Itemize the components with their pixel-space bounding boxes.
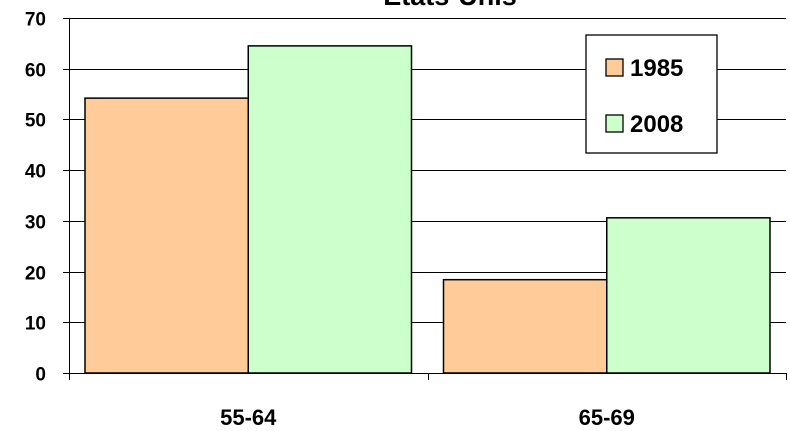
y-tick-label: 60 [25,61,46,82]
legend-label-2008: 2008 [630,111,683,138]
tick-labels: 0 10 20 30 40 50 60 70 55-64 65-69 [25,10,635,431]
legend-label-1985: 1985 [630,55,683,82]
bar-1985-55-64 [84,97,249,374]
legend: 1985 2008 [585,34,718,154]
bars [84,45,771,374]
y-tick-label: 40 [25,162,46,183]
y-tick-label: 20 [25,264,46,285]
x-category-label: 65-69 [579,405,635,430]
bar-1985-65-69 [442,278,608,374]
y-tick-label: 50 [25,111,46,132]
bar-2008-55-64 [247,45,413,374]
legend-box [585,34,718,154]
legend-swatch-2008 [605,114,624,133]
axes [63,18,787,380]
bar-2008-65-69 [606,217,771,374]
y-tick-label: 30 [25,213,46,234]
legend-swatch-1985 [605,58,624,77]
chart-title: Etats-Unis [383,0,517,11]
x-category-label: 55-64 [220,405,277,430]
y-tick-label: 70 [25,10,46,31]
y-tick-label: 10 [25,314,46,335]
y-tick-label: 0 [35,365,46,386]
